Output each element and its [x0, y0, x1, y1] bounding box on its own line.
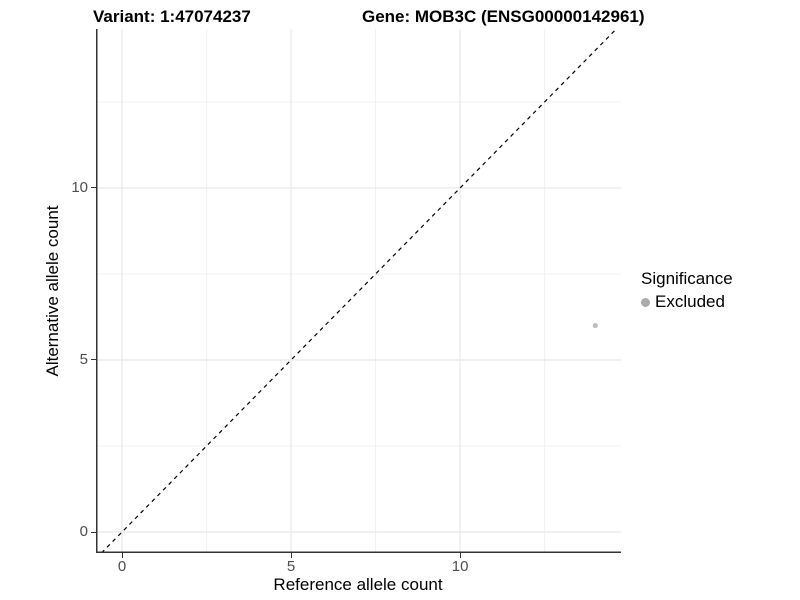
- y-tick-label: 5: [79, 350, 88, 368]
- legend-title: Significance: [641, 269, 733, 288]
- x-tick-label: 0: [117, 558, 127, 575]
- x-tick-label: 5: [286, 558, 296, 575]
- plot-panel: [96, 29, 621, 553]
- plot-area-svg: [96, 29, 621, 553]
- y-tick-mark: [91, 187, 96, 189]
- x-tick-label: 10: [451, 558, 469, 575]
- legend: Significance Excluded: [641, 269, 733, 312]
- y-axis-label: Alternative allele count: [43, 205, 62, 377]
- y-tick-mark: [91, 359, 96, 361]
- legend-item-excluded: Excluded: [641, 292, 733, 312]
- data-point: [592, 322, 598, 329]
- legend-item-label: Excluded: [655, 292, 725, 311]
- plot-title-gene: Gene: MOB3C (ENSG00000142961): [362, 7, 645, 26]
- y-tick-mark: [91, 531, 96, 533]
- x-axis-label: Reference allele count: [273, 575, 443, 594]
- x-tick-mark: [121, 553, 123, 558]
- x-tick-mark: [290, 553, 292, 558]
- y-tick-label: 0: [79, 523, 88, 540]
- y-tick-label: 10: [71, 178, 88, 196]
- legend-key-point-icon: [641, 297, 650, 307]
- plot-title-variant: Variant: 1:47074237: [93, 7, 251, 26]
- x-tick-mark: [459, 553, 461, 558]
